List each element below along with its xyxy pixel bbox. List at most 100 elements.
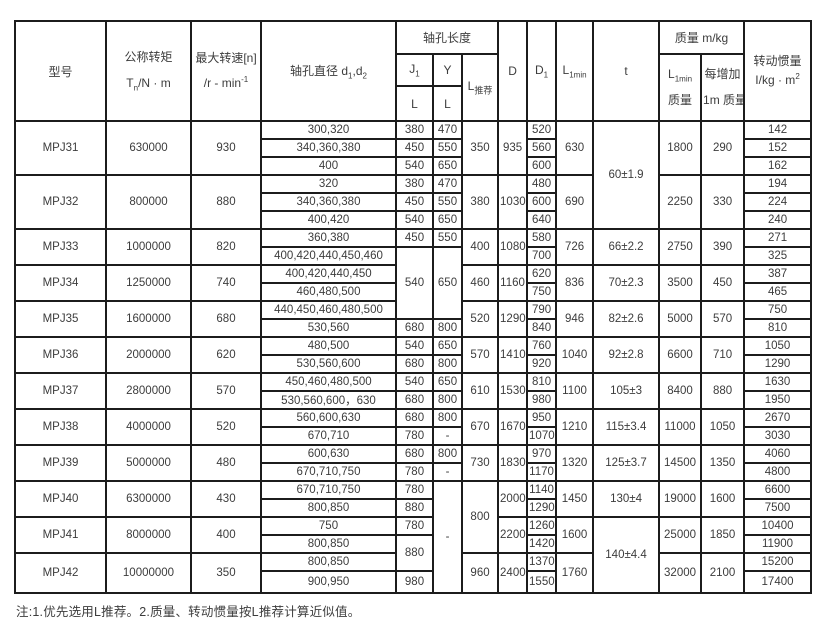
cell-inertia: 465 xyxy=(743,282,813,302)
table-row: 530,560 680 800 840 810 xyxy=(15,318,813,338)
cell-speed: 880 xyxy=(190,174,262,230)
cell-bore-diameter: 670,710,750 xyxy=(260,480,397,500)
cell-j1-l: 780 xyxy=(395,462,434,482)
cell-d1: 600 xyxy=(526,192,558,212)
cell-d1: 640 xyxy=(526,210,558,230)
cell-per-meter-mass: 1350 xyxy=(700,444,746,482)
cell-per-meter-mass: 1050 xyxy=(700,408,746,446)
header-l-recommended: L推荐 xyxy=(460,53,500,122)
cell-l-recommended: 800 xyxy=(460,480,500,554)
cell-inertia: 224 xyxy=(743,192,813,212)
cell-y-l: 470 xyxy=(432,120,463,140)
cell-torque: 4000000 xyxy=(105,408,192,446)
cell-y-l: 550 xyxy=(432,192,463,212)
header-t: t xyxy=(592,20,661,122)
cell-torque: 6300000 xyxy=(105,480,192,518)
cell-t: 105±3 xyxy=(592,372,661,410)
cell-d1: 480 xyxy=(526,174,558,194)
cell-j1-l: 880 xyxy=(395,534,434,572)
header-y-l: L xyxy=(432,85,463,122)
cell-t: 82±2.6 xyxy=(592,300,661,338)
cell-per-meter-mass: 1600 xyxy=(700,480,746,518)
cell-l-recommended: 460 xyxy=(460,264,500,302)
cell-model: MPJ34 xyxy=(14,264,107,302)
table-row: 800,850 880 1420 11900 xyxy=(15,534,813,572)
table-row: 900,950 980 1550 17400 xyxy=(15,570,813,594)
cell-inertia: 1050 xyxy=(743,336,813,356)
cell-l1min: 1210 xyxy=(555,408,595,446)
cell-t: 70±2.3 xyxy=(592,264,661,302)
cell-t: 125±3.7 xyxy=(592,444,661,482)
cell-j1-l: 680 xyxy=(395,408,434,428)
header-j1: J1 xyxy=(395,53,434,87)
cell-l1min: 1600 xyxy=(555,516,595,554)
cell-inertia: 2670 xyxy=(743,408,813,428)
cell-speed: 930 xyxy=(190,120,262,176)
cell-model: MPJ37 xyxy=(14,372,107,410)
header-d1: D1 xyxy=(526,20,558,122)
cell-per-meter-mass: 570 xyxy=(700,300,746,338)
cell-y-l: 800 xyxy=(432,318,463,338)
cell-d1: 970 xyxy=(526,444,558,464)
cell-y-l: 650 xyxy=(432,372,463,392)
cell-l1min-mass: 2750 xyxy=(658,228,703,266)
cell-bore-diameter: 340,360,380 xyxy=(260,138,397,158)
cell-d1: 580 xyxy=(526,228,558,248)
cell-j1-l: 450 xyxy=(395,192,434,212)
cell-t: 130±4 xyxy=(592,480,661,518)
cell-bore-diameter: 750 xyxy=(260,516,397,536)
cell-per-meter-mass: 390 xyxy=(700,228,746,266)
cell-l1min-mass: 25000 xyxy=(658,516,703,554)
cell-y-l: - xyxy=(432,480,463,594)
cell-l1min-mass: 19000 xyxy=(658,480,703,518)
table-row: MPJ33 1000000 820 360,380 450 550 400 1080 580 72… xyxy=(14,228,813,266)
cell-l1min: 1320 xyxy=(555,444,595,482)
table-row: 400,420 540 650 640 240 xyxy=(15,210,813,230)
cell-d1: 560 xyxy=(526,138,558,158)
cell-bore-diameter: 460,480,500 xyxy=(260,282,397,302)
cell-d1: 1420 xyxy=(526,534,558,554)
header-nominal-torque: 公称转矩 Tn/N · m xyxy=(105,20,192,122)
table-row: MPJ40 6300000 430 670,710,750 780-800 2000 114… xyxy=(14,480,813,594)
cell-l-recommended: 400 xyxy=(460,228,500,266)
cell-speed: 480 xyxy=(190,444,262,482)
cell-l-recommended: 350 xyxy=(460,120,500,176)
cell-inertia: 3030 xyxy=(743,426,813,446)
cell-y-l: - xyxy=(432,462,463,482)
cell-j1-l: 540 xyxy=(395,246,434,320)
cell-d: 2400 xyxy=(497,552,529,594)
cell-d1: 1140 xyxy=(526,480,558,500)
cell-l-recommended: 730 xyxy=(460,444,500,482)
cell-model: MPJ35 xyxy=(14,300,107,338)
cell-d1: 790 xyxy=(526,300,558,320)
cell-l1min-mass: 2250 xyxy=(658,174,703,230)
table-row: MPJ34 1250000 740 400,420,440,450 460 1160 620… xyxy=(14,264,813,302)
cell-per-meter-mass: 2100 xyxy=(700,552,746,594)
header-j1-l: L xyxy=(395,85,434,122)
table-header: 型号 公称转矩 Tn/N · m 最大转速[n] /r - min-1 轴孔直径… xyxy=(14,20,813,122)
cell-l1min-mass: 6600 xyxy=(658,336,703,374)
cell-j1-l: 540 xyxy=(395,372,434,392)
cell-j1-l: 540 xyxy=(395,336,434,356)
cell-y-l: 650 xyxy=(432,210,463,230)
cell-torque: 2000000 xyxy=(105,336,192,374)
table-row: 530,560,600，630 680 800 980 1950 xyxy=(15,390,813,410)
table-row: 670,710,750 780- 1170 4800 xyxy=(15,462,813,482)
cell-model: MPJ38 xyxy=(14,408,107,446)
cell-y-l: 800 xyxy=(432,354,463,374)
cell-model: MPJ42 xyxy=(14,552,107,594)
cell-d1: 1260 xyxy=(526,516,558,536)
cell-bore-diameter: 320 xyxy=(260,174,397,194)
table-row: 340,360,380 450 550 560 152 xyxy=(15,138,813,158)
cell-l1min: 946 xyxy=(555,300,595,338)
cell-t: 115±3.4 xyxy=(592,408,661,446)
cell-model: MPJ39 xyxy=(14,444,107,482)
cell-d1: 980 xyxy=(526,390,558,410)
cell-d: 1670 xyxy=(497,408,529,446)
cell-l1min: 726 xyxy=(555,228,595,266)
cell-y-l: 800 xyxy=(432,444,463,464)
cell-bore-diameter: 530,560,600 xyxy=(260,354,397,374)
header-bore-diameter: 轴孔直径 d1,d2 xyxy=(260,20,397,122)
cell-speed: 680 xyxy=(190,300,262,338)
